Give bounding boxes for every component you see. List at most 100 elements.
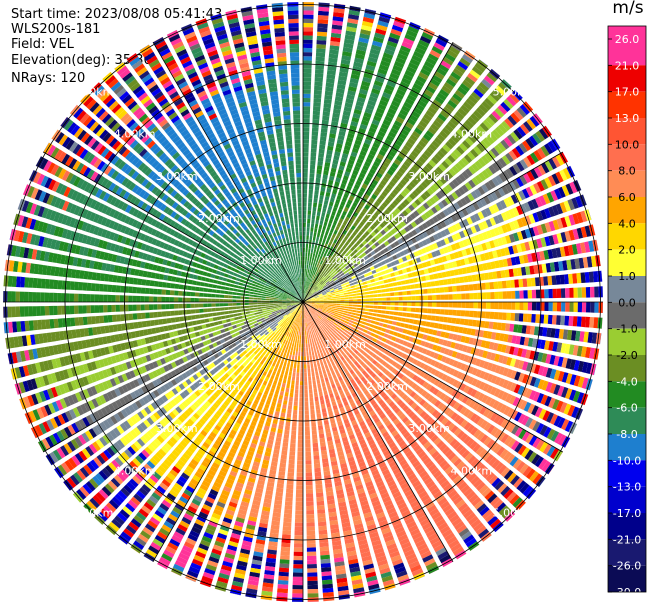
ppi-gate bbox=[396, 170, 404, 178]
ppi-gate bbox=[500, 101, 511, 112]
ppi-gate bbox=[350, 215, 357, 221]
ppi-gate bbox=[327, 297, 332, 299]
ppi-gate bbox=[317, 331, 320, 336]
ppi-gate bbox=[318, 307, 323, 310]
ppi-gate bbox=[303, 289, 305, 294]
ppi-gate bbox=[296, 376, 300, 381]
ppi-gate bbox=[522, 466, 533, 477]
ppi-gate bbox=[319, 302, 324, 304]
ppi-gate bbox=[325, 381, 330, 387]
ppi-gate bbox=[322, 111, 330, 117]
ppi-gate bbox=[338, 71, 348, 78]
ppi-gate bbox=[321, 242, 325, 248]
ppi-gate bbox=[573, 360, 580, 371]
ppi-gate bbox=[479, 273, 485, 281]
ppi-gate bbox=[335, 225, 340, 231]
ppi-gate bbox=[370, 320, 376, 324]
ppi-gate bbox=[456, 145, 465, 155]
ppi-gate bbox=[509, 494, 520, 505]
ppi-gate bbox=[320, 352, 324, 358]
ppi-gate bbox=[509, 382, 517, 392]
ppi-gate bbox=[452, 93, 463, 103]
ppi-gate bbox=[317, 157, 324, 162]
ppi-gate bbox=[332, 253, 337, 258]
ppi-gate bbox=[441, 373, 448, 381]
ppi-gate bbox=[417, 387, 425, 395]
ppi-gate bbox=[402, 291, 407, 296]
ppi-gate bbox=[317, 366, 322, 371]
ppi-gate bbox=[363, 255, 369, 261]
ppi-gate bbox=[324, 230, 329, 236]
ppi-gate bbox=[326, 311, 331, 314]
ppi-gate bbox=[399, 109, 409, 117]
ppi-gate bbox=[436, 232, 443, 239]
ppi-gate bbox=[322, 204, 328, 210]
ppi-gate bbox=[497, 142, 507, 152]
ppi-gate bbox=[480, 340, 487, 348]
ppi-gate bbox=[309, 317, 312, 322]
ppi-gate bbox=[433, 490, 443, 499]
ppi-gate bbox=[303, 314, 305, 319]
ppi-gate bbox=[363, 477, 372, 484]
ppi-gate bbox=[414, 243, 421, 250]
ppi-gate bbox=[303, 97, 311, 103]
ppi-gate bbox=[309, 325, 312, 330]
ppi-gate bbox=[427, 532, 439, 542]
ppi-gate bbox=[401, 285, 407, 290]
ppi-gate bbox=[494, 189, 502, 199]
ppi-gate bbox=[320, 251, 325, 256]
ppi-gate bbox=[375, 395, 382, 402]
ppi-gate bbox=[342, 314, 347, 318]
ppi-gate bbox=[397, 286, 403, 291]
ppi-gate bbox=[425, 460, 435, 469]
ppi-gate bbox=[341, 260, 346, 266]
ppi-gate bbox=[367, 439, 375, 446]
ppi-gate bbox=[382, 176, 390, 183]
ppi-gate bbox=[479, 122, 490, 132]
ppi-gate bbox=[458, 220, 466, 229]
ppi-gate bbox=[518, 502, 526, 511]
ppi-gate bbox=[323, 296, 328, 299]
ppi-gate bbox=[321, 365, 325, 371]
ppi-gate bbox=[297, 460, 303, 465]
ppi-gate bbox=[533, 150, 543, 161]
ppi-gate bbox=[277, 588, 288, 594]
ppi-gate bbox=[440, 239, 446, 247]
ppi-gate bbox=[370, 341, 376, 347]
ppi-gate bbox=[370, 123, 379, 130]
ppi-gate bbox=[390, 306, 395, 311]
ppi-gate bbox=[416, 419, 424, 428]
ppi-gate bbox=[293, 363, 297, 369]
ppi-gate bbox=[312, 309, 317, 313]
ppi-gate bbox=[326, 244, 331, 250]
ppi-gate bbox=[329, 45, 340, 51]
ppi-gate bbox=[589, 347, 596, 359]
ppi-gate bbox=[518, 278, 524, 288]
ppi-gate bbox=[497, 104, 508, 115]
ppi-gate bbox=[492, 203, 500, 213]
ppi-gate bbox=[367, 315, 373, 320]
ppi-gate bbox=[455, 222, 462, 231]
ppi-gate bbox=[377, 245, 383, 251]
ppi-gate bbox=[311, 139, 318, 145]
ppi-gate bbox=[518, 142, 528, 154]
ppi-gate bbox=[467, 366, 475, 374]
ppi-gate bbox=[409, 425, 418, 433]
ppi-gate bbox=[290, 388, 294, 394]
ppi-gate bbox=[342, 110, 351, 117]
ppi-gate bbox=[386, 423, 394, 430]
ppi-gate bbox=[306, 260, 309, 265]
ppi-gate bbox=[304, 397, 309, 402]
ppi-gate bbox=[308, 273, 311, 278]
ppi-gate bbox=[458, 393, 466, 402]
ppi-gate bbox=[319, 395, 324, 401]
ppi-gate bbox=[329, 312, 335, 316]
ppi-gate bbox=[551, 248, 558, 259]
ppi-gate bbox=[448, 368, 456, 376]
ppi-gate bbox=[316, 340, 320, 346]
ppi-gate bbox=[445, 254, 452, 261]
ppi-gate bbox=[453, 496, 463, 506]
ppi-gate bbox=[322, 587, 334, 593]
ppi-gate bbox=[338, 218, 344, 224]
ppi-gate bbox=[327, 295, 332, 298]
